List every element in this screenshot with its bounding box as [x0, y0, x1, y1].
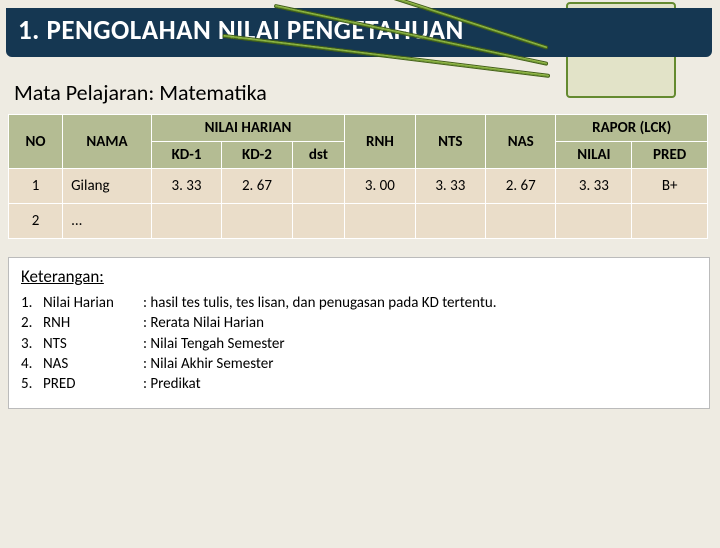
ket-num: 4. [21, 354, 43, 374]
keterangan-item: 4. NAS : Nilai Akhir Semester [21, 354, 697, 374]
th-nama: NAMA [63, 115, 152, 169]
cell-kd2: 2. 67 [222, 169, 292, 204]
cell-nama: Gilang [63, 169, 152, 204]
ket-num: 1. [21, 293, 43, 313]
ket-num: 2. [21, 313, 43, 333]
cell-dst [292, 204, 345, 239]
subject-value: Matematika [159, 79, 267, 106]
cell-nilai [556, 204, 632, 239]
ket-num: 3. [21, 334, 43, 354]
cell-rnh [345, 204, 415, 239]
th-dst: dst [292, 142, 345, 169]
th-nilai: NILAI [556, 142, 632, 169]
ket-desc: : Predikat [143, 374, 201, 394]
table-row: 1 Gilang 3. 33 2. 67 3. 00 3. 33 2. 67 3… [9, 169, 708, 204]
keterangan-item: 2. RNH : Rerata Nilai Harian [21, 313, 697, 333]
keterangan-item: 3. NTS : Nilai Tengah Semester [21, 334, 697, 354]
page-title: 1. PENGOLAHAN NILAI PENGETAHUAN [18, 14, 700, 47]
subject-label: Mata Pelajaran: [14, 79, 154, 106]
keterangan-item: 5. PRED : Predikat [21, 374, 697, 394]
ket-desc: : Nilai Tengah Semester [143, 334, 285, 354]
cell-dst [292, 169, 345, 204]
ket-num: 5. [21, 374, 43, 394]
grades-table-wrap: NO NAMA NILAI HARIAN RNH NTS NAS RAPOR (… [8, 114, 708, 239]
cell-nas: 2. 67 [486, 169, 556, 204]
th-rnh: RNH [345, 115, 415, 169]
ket-desc: : Rerata Nilai Harian [143, 313, 264, 333]
cell-rnh: 3. 00 [345, 169, 415, 204]
th-nas: NAS [486, 115, 556, 169]
grades-tbody: 1 Gilang 3. 33 2. 67 3. 00 3. 33 2. 67 3… [9, 169, 708, 239]
ket-label: RNH [43, 313, 143, 333]
th-rapor: RAPOR (LCK) [556, 115, 708, 142]
keterangan-box: Keterangan: 1. Nilai Harian : hasil tes … [8, 257, 710, 409]
cell-kd1 [151, 204, 221, 239]
th-kd2: KD-2 [222, 142, 292, 169]
ket-label: Nilai Harian [43, 293, 143, 313]
ket-desc: : Nilai Akhir Semester [143, 354, 274, 374]
ket-desc: : hasil tes tulis, tes lisan, dan penuga… [143, 293, 497, 313]
table-row: 2 ... [9, 204, 708, 239]
ket-label: NAS [43, 354, 143, 374]
cell-kd2 [222, 204, 292, 239]
grades-table: NO NAMA NILAI HARIAN RNH NTS NAS RAPOR (… [8, 114, 708, 239]
cell-pred [632, 204, 708, 239]
cell-kd1: 3. 33 [151, 169, 221, 204]
cell-no: 1 [9, 169, 63, 204]
cell-nama: ... [63, 204, 152, 239]
cell-pred: B+ [632, 169, 708, 204]
th-nts: NTS [415, 115, 485, 169]
th-no: NO [9, 115, 63, 169]
th-kd1: KD-1 [151, 142, 221, 169]
cell-nts [415, 204, 485, 239]
cell-no: 2 [9, 204, 63, 239]
th-pred: PRED [632, 142, 708, 169]
keterangan-item: 1. Nilai Harian : hasil tes tulis, tes l… [21, 293, 697, 313]
cell-nas [486, 204, 556, 239]
ket-label: PRED [43, 374, 143, 394]
cell-nts: 3. 33 [415, 169, 485, 204]
cell-nilai: 3. 33 [556, 169, 632, 204]
ket-label: NTS [43, 334, 143, 354]
keterangan-title: Keterangan: [21, 266, 697, 287]
th-nilai-harian: NILAI HARIAN [151, 115, 344, 142]
